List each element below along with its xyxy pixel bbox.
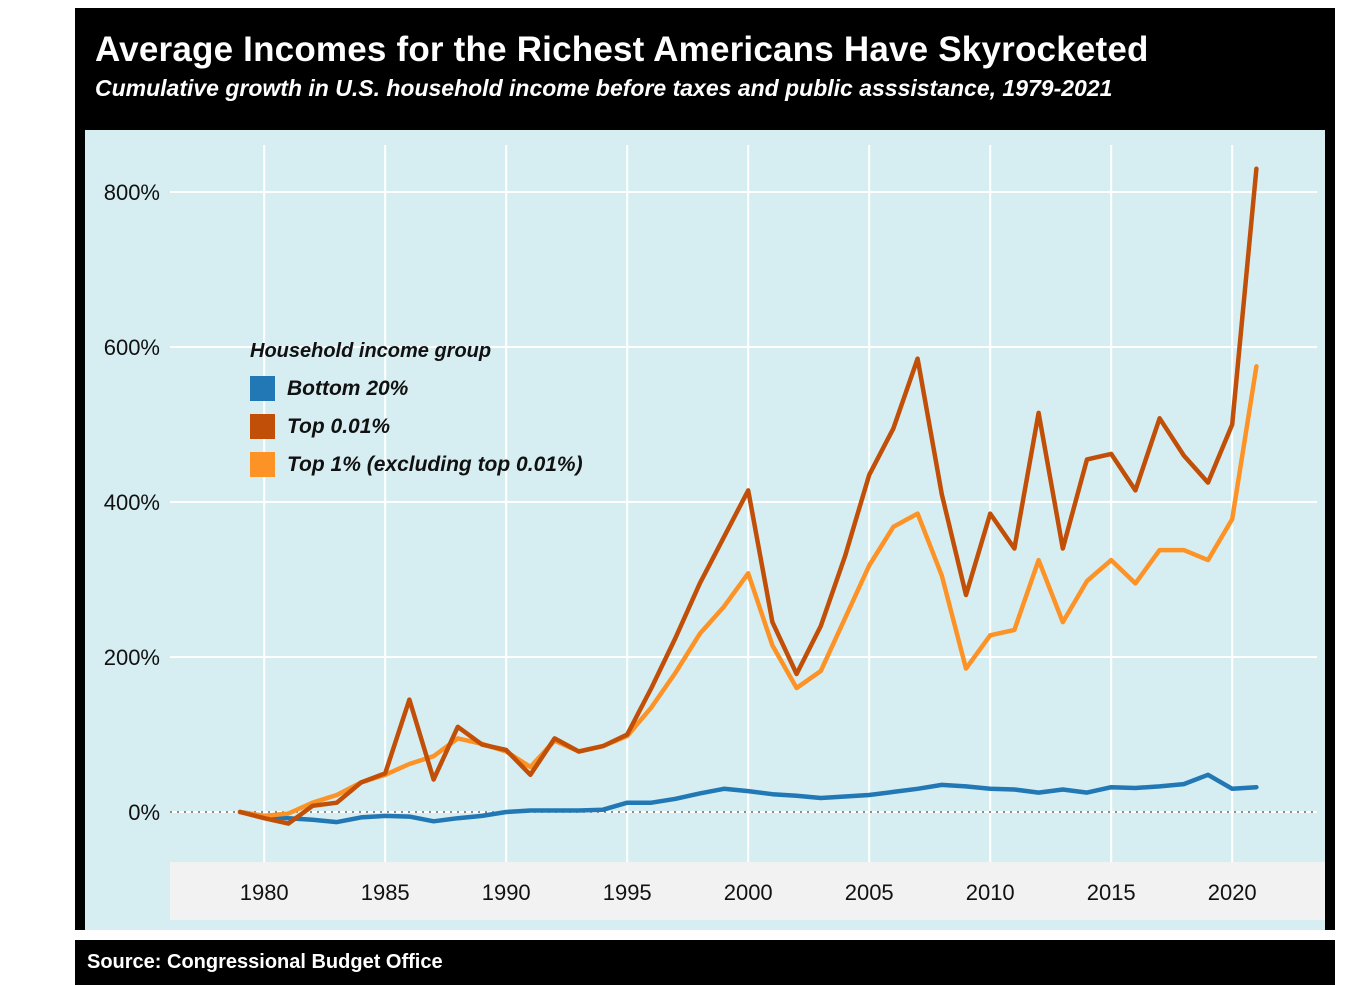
legend-swatch	[250, 376, 275, 401]
x-tick-label: 2015	[1087, 880, 1136, 905]
series-line-2	[237, 364, 1259, 819]
x-tick-label: 2005	[845, 880, 894, 905]
legend-label: Top 1% (excluding top 0.01%)	[287, 452, 583, 476]
legend-row: Top 0.01%	[250, 414, 583, 439]
legend-row: Top 1% (excluding top 0.01%)	[250, 452, 583, 477]
legend-rows: Bottom 20% Top 0.01% Top 1% (excluding top…	[250, 376, 583, 477]
chart-title: Average Incomes for the Richest American…	[95, 30, 1149, 69]
y-tick-label: 800%	[104, 180, 160, 205]
x-tick-label: 2020	[1208, 880, 1257, 905]
source-text: Source: Congressional Budget Office	[87, 951, 443, 973]
y-tick-label: 600%	[104, 335, 160, 360]
x-tick-label: 2010	[966, 880, 1015, 905]
series-line-1	[237, 166, 1259, 826]
series-line-0	[237, 772, 1259, 825]
chart-subtitle: Cumulative growth in U.S. household inco…	[95, 75, 1113, 101]
income-growth-line-chart: 0% 200% 400% 600% 800% 1980 1985 1990 1995 2000 20…	[104, 145, 1325, 920]
legend-label: Bottom 20%	[287, 376, 409, 400]
legend: Household income group Bottom 20% Top 0.0…	[250, 340, 583, 477]
x-tick-label: 1980	[240, 880, 289, 905]
chart-header: Average Incomes for the Richest American…	[75, 8, 1335, 130]
x-tick-label: 2000	[724, 880, 773, 905]
figure-frame: Average Incomes for the Richest American…	[75, 8, 1335, 985]
legend-title: Household income group	[250, 340, 492, 362]
legend-label: Top 0.01%	[287, 414, 391, 438]
y-tick-label: 0%	[128, 800, 160, 825]
x-tick-label: 1995	[603, 880, 652, 905]
x-axis-band	[170, 862, 1325, 920]
x-tick-label: 1985	[361, 880, 410, 905]
y-tick-label: 200%	[104, 645, 160, 670]
x-tick-label: 1990	[482, 880, 531, 905]
legend-swatch	[250, 452, 275, 477]
chart-area: 0% 200% 400% 600% 800% 1980 1985 1990 1995 2000 20…	[85, 130, 1325, 930]
legend-swatch	[250, 414, 275, 439]
y-tick-label: 400%	[104, 490, 160, 515]
legend-row: Bottom 20%	[250, 376, 583, 401]
footer-gap	[75, 930, 1335, 940]
source-bar: Source: Congressional Budget Office	[75, 940, 1335, 985]
